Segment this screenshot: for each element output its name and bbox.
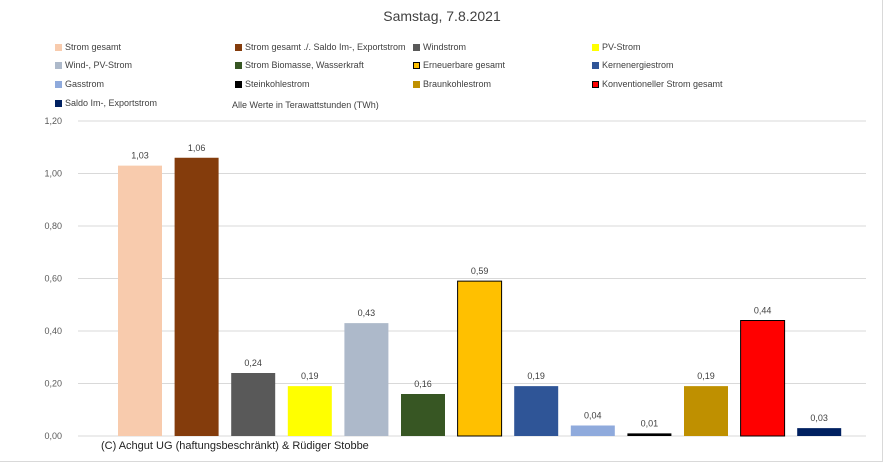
- legend-item: Steinkohlestrom: [235, 79, 310, 89]
- legend-swatch: [413, 80, 420, 88]
- bar: [740, 320, 786, 437]
- legend-item: Kernenergiestrom: [592, 60, 674, 70]
- legend-label: Gasstrom: [65, 79, 105, 89]
- legend-label: Windstrom: [423, 42, 467, 52]
- legend-item: Wind-, PV-Strom: [55, 60, 132, 70]
- legend-swatch: [413, 61, 420, 69]
- bar: [570, 425, 615, 436]
- copyright-text: (C) Achgut UG (haftungsbeschränkt) & Rüd…: [101, 440, 369, 452]
- legend-swatch: [592, 80, 599, 88]
- data-label: 0,04: [584, 411, 602, 421]
- bar: [401, 394, 445, 436]
- legend-item: Strom Biomasse, Wasserkraft: [235, 60, 364, 70]
- data-label: 1,06: [188, 143, 206, 153]
- y-tick-label: 1,20: [44, 116, 62, 126]
- data-label: 0,19: [301, 371, 319, 381]
- legend-item: Konventioneller Strom gesamt: [592, 79, 723, 89]
- legend-label: Strom Biomasse, Wasserkraft: [245, 60, 364, 70]
- bar: [627, 433, 672, 436]
- legend-label: Wind-, PV-Strom: [65, 60, 133, 70]
- y-tick-label: 1,00: [44, 169, 62, 179]
- legend-item: Gasstrom: [55, 79, 104, 89]
- legend-swatch: [592, 61, 599, 69]
- legend-label: Konventioneller Strom gesamt: [602, 79, 723, 89]
- y-tick-label: 0,20: [44, 379, 62, 389]
- data-label: 0,16: [414, 379, 432, 389]
- legend-label: PV-Strom: [602, 42, 641, 52]
- bar: [457, 280, 503, 437]
- bar: [684, 386, 728, 436]
- y-tick-label: 0,60: [44, 274, 62, 284]
- legend-item: Strom gesamt ./. Saldo Im-, Exportstrom: [235, 42, 406, 52]
- bar: [287, 386, 332, 436]
- legend-item: Braunkohlestrom: [413, 79, 491, 89]
- legend: Strom gesamt Strom gesamt ./. Saldo Im-, …: [0, 0, 884, 115]
- legend-item: Strom gesamt: [55, 42, 121, 52]
- legend-label: Braunkohlestrom: [423, 79, 492, 89]
- legend-label: Saldo Im-, Exportstrom: [65, 98, 158, 108]
- y-tick-label: 0,80: [44, 221, 62, 231]
- legend-label: Erneuerbare gesamt: [423, 60, 506, 70]
- legend-swatch: [235, 43, 242, 51]
- y-tick-label: 0,00: [44, 431, 62, 441]
- data-label: 0,19: [697, 371, 715, 381]
- data-label: 0,43: [358, 308, 376, 318]
- legend-swatch: [55, 43, 62, 51]
- data-label: 0,44: [754, 306, 772, 316]
- bar: [797, 428, 842, 436]
- legend-swatch: [55, 99, 62, 107]
- legend-item: PV-Strom: [592, 42, 641, 52]
- legend-label: Steinkohlestrom: [245, 79, 310, 89]
- legend-swatch: [55, 61, 62, 69]
- legend-item: Saldo Im-, Exportstrom: [55, 98, 157, 108]
- data-label: 1,03: [131, 151, 149, 161]
- legend-swatch: [235, 80, 242, 88]
- unit-note: Alle Werte in Terawattstunden (TWh): [232, 100, 379, 110]
- legend-label: Strom gesamt: [65, 42, 122, 52]
- legend-label: Kernenergiestrom: [602, 60, 674, 70]
- legend-item: Windstrom: [413, 42, 466, 52]
- legend-label: Strom gesamt ./. Saldo Im-, Exportstrom: [245, 42, 406, 52]
- bar: [118, 165, 162, 436]
- data-label: 0,19: [527, 371, 545, 381]
- bar: [231, 373, 276, 436]
- bar: [514, 386, 559, 436]
- bar: [344, 323, 389, 436]
- data-label: 0,01: [641, 418, 659, 428]
- legend-swatch: [235, 61, 242, 69]
- legend-swatch: [55, 80, 62, 88]
- legend-swatch: [413, 43, 420, 51]
- data-label: 0,24: [244, 358, 262, 368]
- bar: [174, 157, 219, 436]
- chart-title: Samstag, 7.8.2021: [383, 8, 501, 24]
- legend-swatch: [592, 43, 599, 51]
- legend-item: Erneuerbare gesamt: [413, 60, 505, 70]
- data-label: 0,59: [471, 266, 489, 276]
- data-label: 0,03: [810, 413, 828, 423]
- y-tick-label: 0,40: [44, 326, 62, 336]
